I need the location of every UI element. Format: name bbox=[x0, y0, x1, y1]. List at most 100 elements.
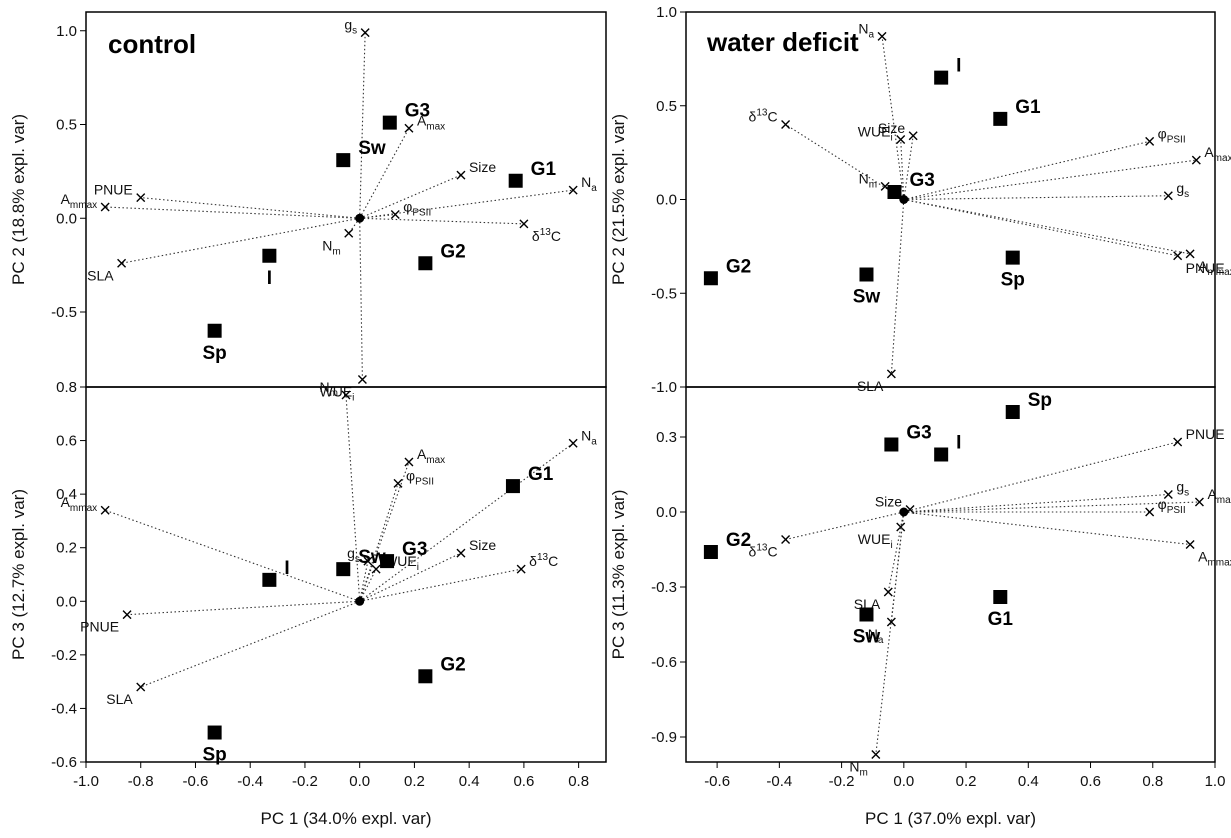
loading-vector-a-mmax bbox=[903, 511, 1191, 546]
y-axis-label: PC 2 (21.5% expl. var) bbox=[609, 114, 628, 285]
variable-label-a-max: Amax bbox=[1204, 144, 1231, 164]
x-axis-label: PC 1 (34.0% expl. var) bbox=[260, 809, 431, 828]
x-tick-label: 0.0 bbox=[893, 773, 914, 790]
variable-marker-n-m bbox=[871, 750, 881, 759]
variable-label-n-m: Nm bbox=[322, 237, 340, 257]
variable-marker-psii bbox=[390, 210, 400, 219]
group-marker-sp bbox=[1005, 250, 1020, 265]
loading-vector-n-a bbox=[359, 189, 574, 219]
group-label-i: I bbox=[956, 56, 961, 77]
group-label-g3: G3 bbox=[405, 101, 430, 122]
variable-marker-wue-i bbox=[896, 135, 906, 144]
group-label-sw: Sw bbox=[358, 138, 386, 159]
variable-marker-a-mmax bbox=[100, 202, 110, 212]
group-marker-i bbox=[934, 447, 949, 462]
variable-label-n-m: Nm bbox=[320, 379, 338, 399]
panel-title: water deficit bbox=[706, 27, 859, 57]
group-marker-g2 bbox=[418, 669, 433, 684]
panel-4: 0.3 0.0 -0.3 -0.6 -0.9 -0.6 -0.4 -0.2 0.0 0.2 0.4 0… bbox=[609, 386, 1231, 828]
group-marker-sp bbox=[1005, 405, 1020, 419]
x-tick-label: 0.0 bbox=[349, 773, 370, 790]
origin-point bbox=[899, 195, 909, 204]
variable-marker-a-mmax bbox=[100, 505, 110, 515]
loading-vector-sla bbox=[140, 600, 360, 688]
variable-marker-psii bbox=[1145, 136, 1155, 146]
variable-label-sla: SLA bbox=[106, 691, 133, 707]
variable-marker-g-s bbox=[1163, 191, 1173, 201]
variable-marker-a-mmax bbox=[1185, 540, 1195, 549]
panel-title: control bbox=[108, 29, 196, 59]
group-marker-g2 bbox=[703, 271, 718, 286]
variable-label-wue-i: WUEi bbox=[858, 531, 893, 551]
loading-vector-pnue bbox=[127, 600, 360, 616]
variable-label-n-a: Na bbox=[581, 427, 597, 447]
loading-vector-a-max bbox=[903, 501, 1200, 513]
group-marker-sw bbox=[336, 153, 351, 168]
group-marker-sp bbox=[207, 725, 222, 740]
x-tick-label: -1.0 bbox=[73, 773, 99, 790]
variable-label-psii: φPSII bbox=[403, 199, 431, 219]
variable-marker-pnue bbox=[136, 193, 146, 203]
group-label-i: I bbox=[956, 433, 961, 454]
variable-marker-sla bbox=[883, 587, 893, 597]
variable-label-wue-i: WUEi bbox=[858, 124, 893, 144]
group-marker-g3 bbox=[382, 115, 397, 130]
x-tick-label: 0.4 bbox=[459, 773, 480, 790]
variable-marker-pnue bbox=[1173, 251, 1183, 261]
loading-vector-psii bbox=[903, 140, 1150, 201]
loading-vector-pnue bbox=[903, 198, 1178, 257]
group-marker-g2 bbox=[418, 256, 433, 271]
group-label-g1: G1 bbox=[988, 609, 1014, 630]
variable-marker-size bbox=[908, 131, 918, 141]
origin-point bbox=[899, 507, 909, 517]
loading-vector-wue-i bbox=[359, 568, 377, 602]
y-tick-label: 0.0 bbox=[656, 192, 677, 209]
variable-marker-wue-i bbox=[371, 564, 381, 574]
x-tick-label: 0.8 bbox=[1142, 773, 1163, 790]
variable-label-g-s: gs bbox=[344, 17, 357, 37]
variable-label-psii: φPSII bbox=[1158, 125, 1186, 145]
variable-marker-a-max bbox=[404, 457, 414, 467]
variable-marker-sla bbox=[886, 369, 896, 379]
y-tick-label: 0.4 bbox=[56, 486, 77, 503]
origin-point bbox=[355, 596, 365, 606]
variable-marker-psii bbox=[1145, 507, 1155, 517]
variable-label-a-mmax: Ammax bbox=[1198, 258, 1231, 278]
loading-vector-13c bbox=[785, 511, 904, 541]
variable-label-pnue: PNUE bbox=[94, 182, 133, 198]
variable-marker-wue-i bbox=[357, 375, 367, 384]
y-tick-label: -0.4 bbox=[51, 700, 77, 717]
variable-label-a-mmax: Ammax bbox=[61, 191, 98, 211]
variable-marker-g-s bbox=[363, 556, 373, 566]
variable-marker-sla bbox=[136, 682, 146, 692]
variable-marker-a-max bbox=[1194, 497, 1204, 507]
variable-label-a-mmax: Ammax bbox=[1198, 549, 1231, 569]
loading-vector-13c bbox=[359, 568, 522, 602]
plot-frame bbox=[85, 386, 607, 763]
origin-point bbox=[355, 213, 365, 223]
loading-vector-g-s bbox=[359, 32, 366, 219]
variable-label-size: Size bbox=[878, 120, 905, 136]
y-tick-label: 1.0 bbox=[656, 4, 677, 21]
y-tick-label: -0.3 bbox=[651, 579, 677, 596]
variable-marker-g-s bbox=[1163, 490, 1173, 499]
loading-vector-n-a bbox=[881, 36, 905, 200]
variable-label-n-a: Na bbox=[581, 174, 597, 194]
loading-vector-sla bbox=[887, 511, 905, 593]
variable-marker-size bbox=[456, 548, 466, 558]
variable-label-a-max: Amax bbox=[1207, 486, 1231, 506]
group-marker-sp bbox=[207, 323, 222, 338]
y-tick-label: -0.5 bbox=[51, 304, 77, 321]
y-tick-label: 0.5 bbox=[656, 98, 677, 115]
y-axis-label: PC 3 (11.3% expl. var) bbox=[609, 490, 628, 660]
y-tick-label: 1.0 bbox=[56, 23, 77, 40]
variable-label-size: Size bbox=[469, 159, 496, 175]
loading-vector-g-s bbox=[359, 560, 369, 602]
loading-vector-size bbox=[359, 552, 462, 602]
group-marker-sw bbox=[859, 607, 874, 622]
loading-vector-sla bbox=[890, 199, 905, 374]
variable-marker-n-a bbox=[886, 617, 896, 627]
x-tick-label: 0.2 bbox=[956, 773, 977, 790]
